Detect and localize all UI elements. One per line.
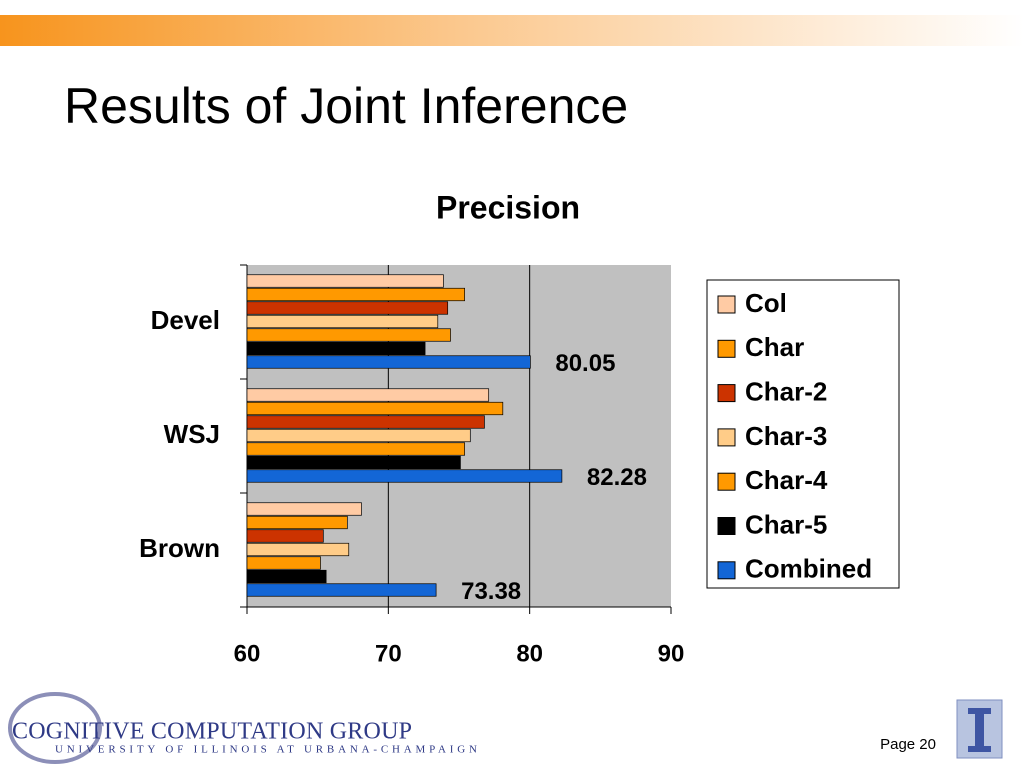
legend-label: Char-4 — [745, 465, 828, 495]
legend-label: Char-3 — [745, 421, 827, 451]
legend-label: Combined — [745, 554, 872, 584]
bar — [246, 542, 350, 557]
university-logo — [956, 699, 1003, 759]
legend-label: Col — [745, 288, 787, 318]
bar — [246, 314, 439, 329]
bar — [246, 469, 563, 483]
bar — [246, 301, 449, 315]
x-tick-label: 80 — [516, 640, 543, 667]
page-number: Page 20 — [880, 736, 936, 753]
legend-swatch — [717, 428, 736, 447]
y-tick-label: WSJ — [164, 419, 220, 449]
bar — [246, 428, 471, 443]
bar — [246, 583, 437, 597]
bar — [246, 328, 451, 342]
bar — [246, 287, 466, 302]
bar — [246, 355, 531, 369]
logo-title: COGNITIVE COMPUTATION GROUP — [12, 719, 412, 745]
bar — [246, 415, 485, 429]
legend-label: Char — [745, 332, 804, 362]
bar — [246, 502, 362, 516]
legend-swatch — [717, 295, 736, 314]
chart: 60 70 80 90 Devel 80.05 WSJ 82.28 Brown 73.38 Col C… — [139, 264, 900, 667]
bar — [246, 455, 461, 470]
bar — [246, 569, 327, 584]
y-tick-label: Brown — [139, 533, 220, 563]
bar — [246, 401, 504, 416]
bar — [246, 442, 466, 456]
legend-swatch — [717, 339, 736, 358]
chart-title: Precision — [436, 189, 580, 225]
x-tick-label: 90 — [658, 640, 685, 667]
y-tick-label: Devel — [151, 305, 220, 335]
logo-swirl — [8, 692, 102, 764]
x-tick-label: 70 — [375, 640, 402, 667]
x-tick-label: 60 — [234, 640, 261, 667]
data-label: 73.38 — [461, 578, 521, 605]
data-label: 82.28 — [587, 464, 647, 491]
legend-swatch — [717, 517, 736, 535]
legend-swatch — [717, 561, 736, 580]
slide-title: Results of Joint Inference — [64, 78, 628, 134]
legend-swatch — [717, 384, 736, 403]
bar — [246, 515, 348, 530]
legend-label: Char-5 — [745, 509, 827, 539]
legend-label: Char-2 — [745, 376, 827, 406]
bar — [246, 529, 324, 543]
legend-box — [706, 279, 900, 589]
bar — [246, 556, 321, 570]
legend-swatch — [717, 472, 736, 491]
bar — [246, 388, 490, 402]
logo-subtitle: UNIVERSITY OF ILLINOIS AT URBANA-CHAMPAI… — [55, 744, 480, 756]
data-label: 80.05 — [555, 350, 615, 377]
header-band — [0, 15, 1024, 46]
bar — [246, 274, 444, 288]
bar — [246, 341, 426, 356]
